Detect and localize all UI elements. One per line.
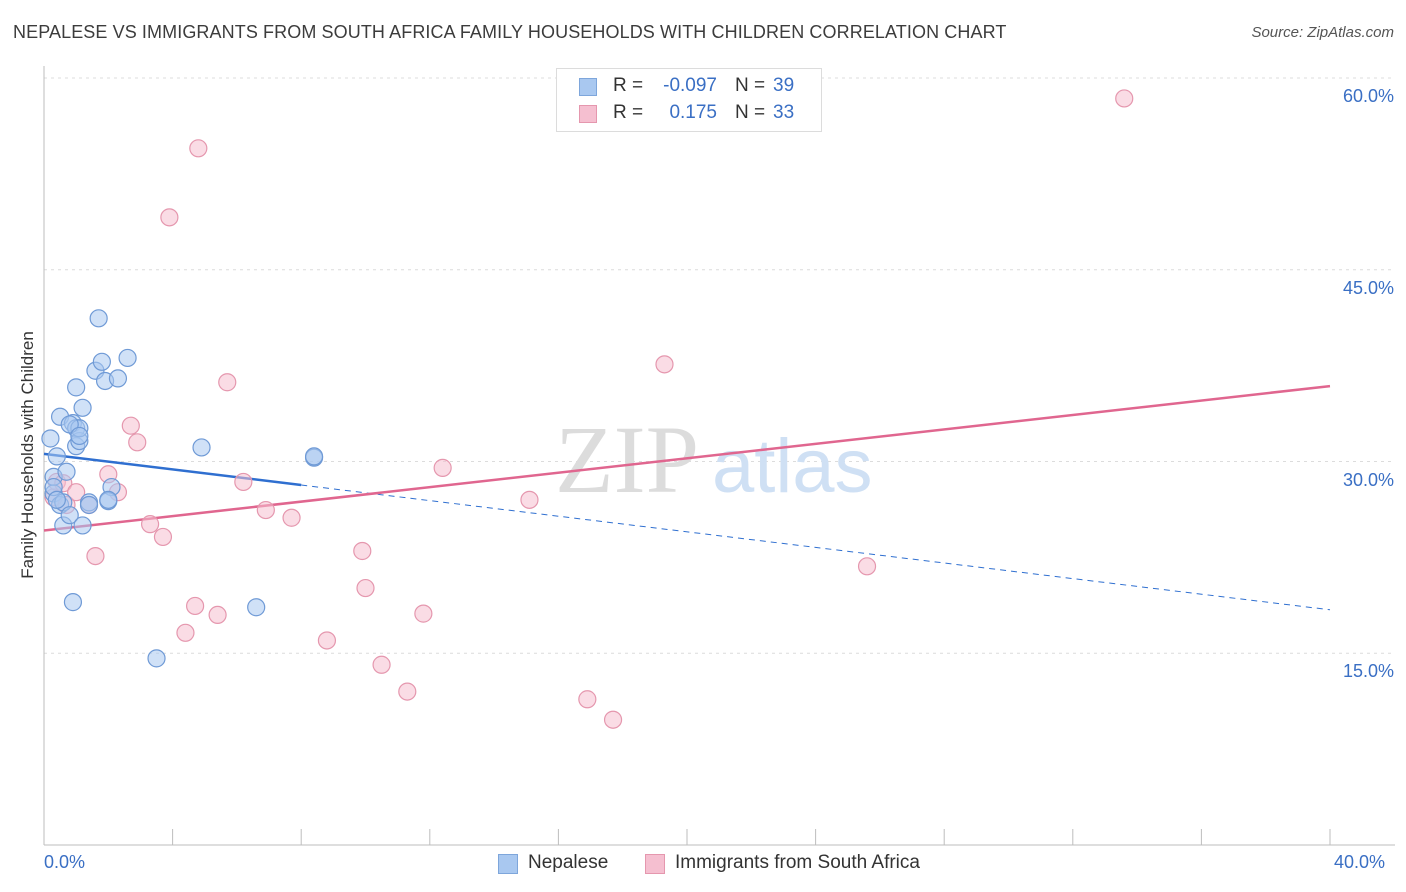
legend-r-label: R = [613, 75, 644, 96]
axes [43, 66, 1395, 846]
data-point [372, 655, 391, 674]
watermark-atlas: atlas [712, 424, 873, 509]
data-point [79, 495, 99, 515]
data-point [73, 516, 92, 535]
data-point [398, 682, 417, 701]
y-tick-label: 60.0% [1342, 86, 1394, 106]
chart-title: NEPALESE VS IMMIGRANTS FROM SOUTH AFRICA… [13, 22, 1007, 42]
data-point [147, 649, 166, 668]
data-point [99, 490, 118, 509]
data-point [70, 426, 89, 446]
data-point [256, 500, 275, 520]
x-tick-max: 40.0% [1334, 852, 1386, 872]
data-point [160, 208, 179, 227]
grid-lines [44, 77, 1395, 654]
data-point [192, 438, 211, 457]
bottom-legend-label-immigrants: Immigrants from South Africa [675, 852, 920, 873]
data-point [63, 593, 83, 612]
data-point [247, 598, 266, 617]
legend-n-value: 39 [773, 75, 795, 96]
data-point [60, 506, 79, 525]
data-point [234, 472, 253, 492]
data-point [73, 398, 92, 417]
legend-r-value: -0.097 [663, 75, 717, 96]
data-point [353, 541, 372, 561]
trend-line-solid [43, 452, 302, 487]
bottom-legend-label-nepalese: Nepalese [528, 852, 609, 873]
bottom-legend-swatch-nepalese [498, 854, 518, 874]
legend-r-label: R = [613, 102, 644, 123]
data-point [67, 378, 86, 397]
data-point [47, 490, 66, 509]
source-label: Source: ZipAtlas.com [1251, 24, 1394, 41]
legend-n-label: N = [735, 75, 766, 96]
data-point [1115, 89, 1134, 108]
data-point [356, 578, 375, 598]
data-point [186, 596, 205, 616]
legend-r-value: 0.175 [669, 102, 717, 123]
data-point [140, 515, 160, 534]
data-point [433, 458, 452, 477]
data-point [67, 483, 86, 502]
data-point [57, 462, 76, 481]
data-point [603, 710, 623, 729]
y-axis-label: Family Households with Children [18, 331, 37, 579]
data-point [41, 429, 60, 448]
data-point [153, 527, 173, 547]
y-tick-label: 15.0% [1342, 661, 1394, 682]
data-point [176, 623, 195, 642]
data-point [520, 490, 539, 509]
data-point [118, 348, 137, 368]
data-point [128, 433, 147, 452]
y-tick-label: 30.0% [1342, 469, 1394, 490]
data-points [41, 89, 1134, 729]
data-point [92, 352, 111, 371]
watermark: ZIP atlas [555, 406, 873, 513]
data-point [89, 309, 108, 328]
data-point [86, 546, 105, 566]
data-point [108, 369, 128, 388]
legend-n-label: N = [735, 102, 766, 123]
x-tick-min: 0.0% [44, 852, 86, 872]
data-point [189, 139, 208, 158]
data-point [47, 447, 66, 466]
data-point [121, 416, 140, 435]
y-tick-label: 45.0% [1342, 277, 1394, 298]
data-point [414, 604, 433, 623]
data-point [304, 447, 324, 466]
legend-n-value: 33 [773, 102, 795, 123]
legend-swatch-nepalese [579, 78, 597, 96]
trend-line-dashed [301, 484, 1331, 611]
data-point [317, 631, 337, 650]
data-point [655, 355, 674, 374]
legend-swatch-immigrants [579, 105, 597, 123]
data-point [218, 373, 237, 392]
data-point [282, 508, 301, 527]
correlation-legend: R = -0.097 N = 39 R = 0.175 N = 33 [556, 68, 822, 132]
bottom-legend-swatch-immigrants [645, 854, 665, 874]
data-point [857, 557, 877, 576]
data-point [208, 605, 227, 625]
data-point [578, 690, 597, 709]
